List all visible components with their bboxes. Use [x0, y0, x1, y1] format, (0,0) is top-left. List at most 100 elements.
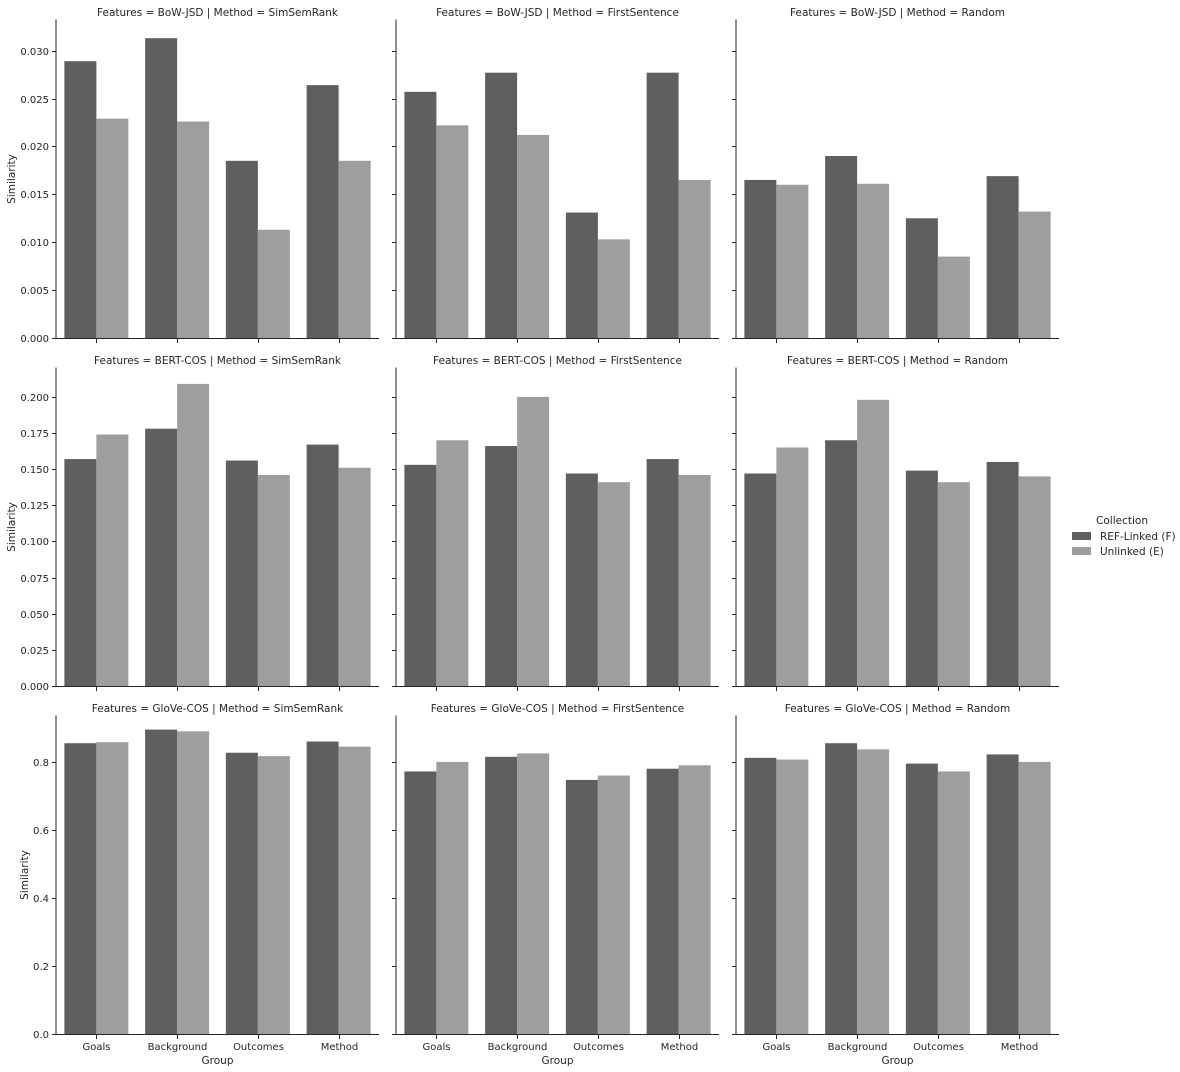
- y-tick-label: 0.010: [20, 238, 49, 249]
- panel-title: Features = BERT-COS | Method = SimSemRan…: [94, 355, 342, 367]
- bar-unlinked-e-background: [177, 731, 210, 1034]
- bar-unlinked-e-method: [678, 765, 711, 1034]
- bar-unlinked-e-outcomes: [257, 474, 290, 686]
- bar-ref-linked-f-background: [145, 428, 178, 686]
- x-tick-label: Method: [321, 1042, 359, 1053]
- bar-unlinked-e-outcomes: [937, 482, 970, 686]
- bar-ref-linked-f-background: [145, 729, 178, 1034]
- y-tick-label: 0.020: [20, 142, 49, 153]
- bar-ref-linked-f-goals: [404, 91, 437, 339]
- bar-unlinked-e-method: [678, 179, 711, 338]
- bar-ref-linked-f-goals: [404, 464, 437, 686]
- y-axis-label: Similarity: [6, 154, 18, 204]
- y-tick-label: 0.050: [20, 610, 49, 621]
- bar-unlinked-e-goals: [776, 447, 809, 686]
- bar-unlinked-e-goals: [776, 184, 809, 338]
- bar-ref-linked-f-method: [986, 754, 1019, 1034]
- bar-ref-linked-f-goals: [64, 61, 97, 339]
- bar-ref-linked-f-method: [646, 72, 679, 338]
- x-axis-label: Group: [882, 1055, 914, 1067]
- y-tick-label: 0.4: [33, 894, 49, 905]
- bar-unlinked-e-goals: [436, 125, 469, 338]
- x-tick-label: Outcomes: [573, 1042, 624, 1053]
- y-tick-label: 0.150: [20, 465, 49, 476]
- bar-ref-linked-f-background: [825, 156, 858, 338]
- bar-ref-linked-f-method: [986, 176, 1019, 338]
- y-tick-label: 0.025: [20, 646, 49, 657]
- bar-unlinked-e-method: [1018, 761, 1051, 1034]
- bar-ref-linked-f-method: [306, 444, 339, 686]
- x-tick-label: Goals: [763, 1042, 791, 1053]
- panel-title: Features = GloVe-COS | Method = SimSemRa…: [92, 703, 344, 715]
- panel-title: Features = BoW-JSD | Method = FirstSente…: [436, 7, 679, 19]
- bar-ref-linked-f-method: [306, 741, 339, 1034]
- bar-ref-linked-f-background: [825, 743, 858, 1034]
- panel-title: Features = GloVe-COS | Method = FirstSen…: [431, 703, 684, 715]
- bar-ref-linked-f-background: [485, 72, 518, 338]
- bar-ref-linked-f-method: [646, 768, 679, 1034]
- bar-ref-linked-f-background: [485, 446, 518, 686]
- panel-title: Features = GloVe-COS | Method = Random: [785, 703, 1011, 715]
- bar-ref-linked-f-goals: [64, 743, 97, 1034]
- y-tick-label: 0.2: [33, 962, 49, 973]
- bar-ref-linked-f-outcomes: [225, 752, 258, 1034]
- y-axis-label: Similarity: [19, 850, 31, 900]
- x-tick-label: Goals: [423, 1042, 451, 1053]
- y-tick-label: 0.025: [20, 95, 49, 106]
- bar-unlinked-e-goals: [776, 759, 809, 1034]
- bar-unlinked-e-background: [517, 396, 550, 686]
- bar-unlinked-e-background: [857, 399, 890, 686]
- y-tick-label: 0.000: [20, 682, 49, 693]
- legend-label: Unlinked (E): [1100, 546, 1164, 558]
- x-axis-label: Group: [202, 1055, 234, 1067]
- bar-ref-linked-f-goals: [404, 771, 437, 1034]
- legend-swatch: [1072, 532, 1091, 540]
- bar-unlinked-e-method: [1018, 476, 1051, 686]
- panel-title: Features = BERT-COS | Method = Random: [787, 355, 1008, 367]
- bar-ref-linked-f-method: [646, 459, 679, 686]
- bar-ref-linked-f-background: [825, 440, 858, 686]
- y-tick-label: 0.015: [20, 190, 49, 201]
- x-tick-label: Method: [1001, 1042, 1039, 1053]
- x-tick-label: Outcomes: [233, 1042, 284, 1053]
- bar-unlinked-e-background: [517, 753, 550, 1034]
- bar-ref-linked-f-outcomes: [905, 218, 938, 338]
- bar-unlinked-e-goals: [436, 440, 469, 686]
- x-tick-label: Background: [828, 1042, 888, 1053]
- panel-title: Features = BoW-JSD | Method = Random: [790, 7, 1005, 19]
- panel-title: Features = BoW-JSD | Method = SimSemRank: [97, 7, 339, 19]
- x-tick-label: Outcomes: [913, 1042, 964, 1053]
- y-tick-label: 0.100: [20, 537, 49, 548]
- x-tick-label: Background: [148, 1042, 208, 1053]
- bar-unlinked-e-outcomes: [597, 775, 630, 1034]
- y-tick-label: 0.030: [20, 47, 49, 58]
- bar-unlinked-e-goals: [96, 742, 129, 1034]
- bar-unlinked-e-background: [177, 383, 210, 686]
- bar-ref-linked-f-method: [306, 85, 339, 338]
- bar-ref-linked-f-outcomes: [905, 470, 938, 686]
- y-tick-label: 0.000: [20, 334, 49, 345]
- x-axis-label: Group: [542, 1055, 574, 1067]
- bar-unlinked-e-outcomes: [257, 229, 290, 338]
- y-tick-label: 0.200: [20, 393, 49, 404]
- bar-unlinked-e-method: [338, 160, 371, 338]
- bar-ref-linked-f-outcomes: [225, 160, 258, 338]
- bar-unlinked-e-outcomes: [597, 482, 630, 686]
- bar-ref-linked-f-outcomes: [905, 763, 938, 1034]
- legend-title: Collection: [1096, 515, 1148, 527]
- legend-label: REF-Linked (F): [1100, 531, 1176, 543]
- bar-unlinked-e-method: [338, 746, 371, 1034]
- bar-ref-linked-f-goals: [64, 459, 97, 686]
- bar-unlinked-e-goals: [436, 761, 469, 1034]
- bar-ref-linked-f-outcomes: [565, 473, 598, 686]
- bar-unlinked-e-outcomes: [257, 756, 290, 1034]
- bar-ref-linked-f-outcomes: [225, 460, 258, 686]
- bar-unlinked-e-background: [517, 134, 550, 338]
- y-tick-label: 0.075: [20, 574, 49, 585]
- y-tick-label: 0.125: [20, 501, 49, 512]
- bar-unlinked-e-method: [1018, 211, 1051, 338]
- x-tick-label: Goals: [83, 1042, 111, 1053]
- bar-ref-linked-f-outcomes: [565, 212, 598, 338]
- bar-unlinked-e-background: [177, 121, 210, 338]
